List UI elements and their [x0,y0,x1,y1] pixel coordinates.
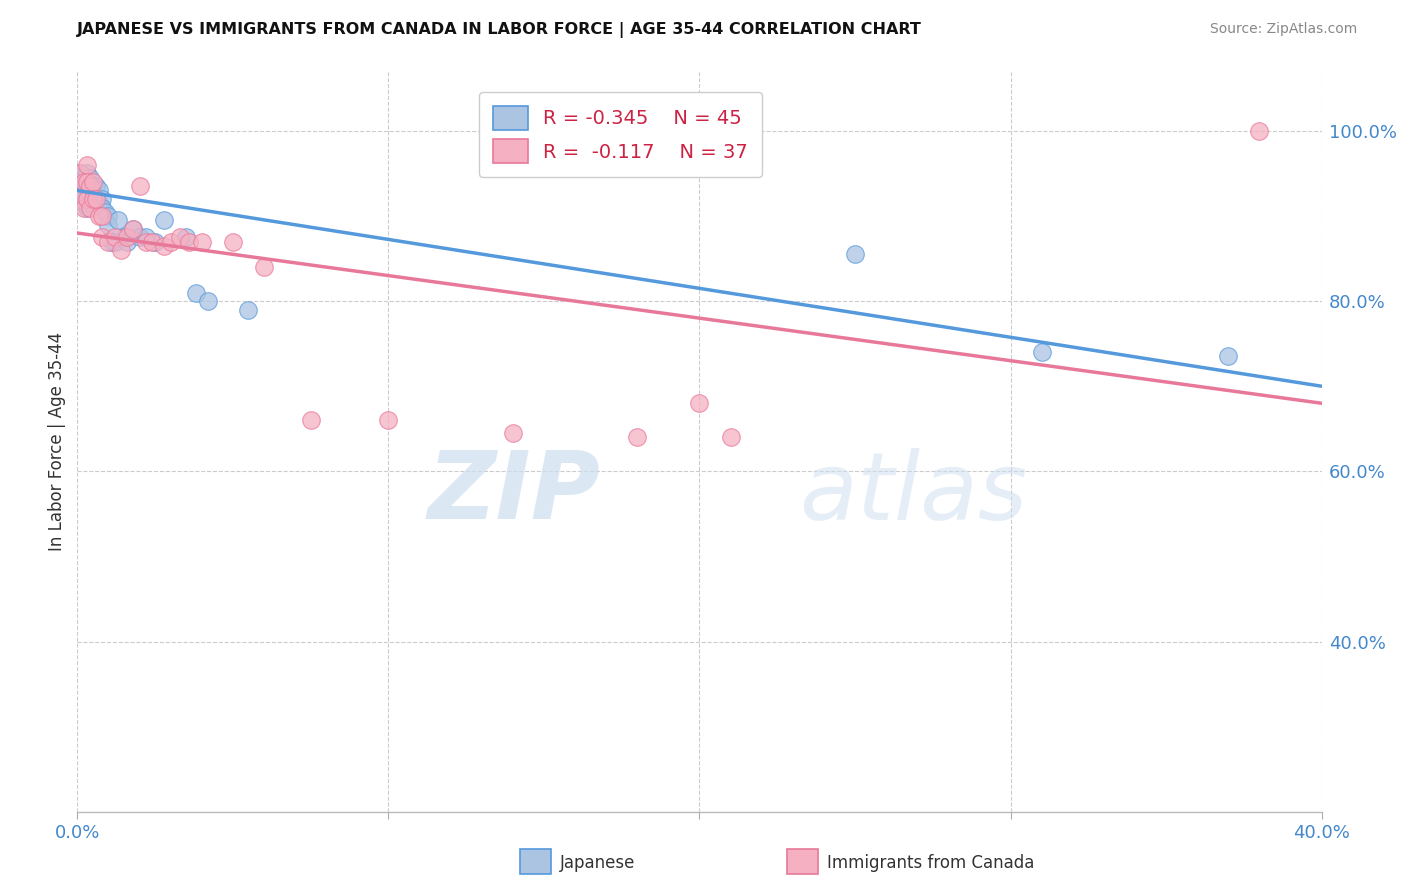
Point [82,192,104,206]
Point [76,175,98,189]
Point [76,192,98,206]
Point [115,230,138,244]
Point [115,235,138,249]
Point [72,201,94,215]
Point [69,175,91,189]
Point [69,184,91,198]
Point [79,170,101,185]
Point [79,179,101,194]
Text: JAPANESE VS IMMIGRANTS FROM CANADA IN LABOR FORCE | AGE 35-44 CORRELATION CHART: JAPANESE VS IMMIGRANTS FROM CANADA IN LA… [77,22,922,38]
Point [104,230,127,244]
Point [82,175,104,189]
Point [94,204,117,219]
Point [91,230,114,244]
Point [76,192,98,206]
Point [197,294,219,309]
Point [97,209,120,223]
Point [377,413,399,427]
Point [153,239,176,253]
Point [128,179,150,194]
Point [79,196,101,211]
Point [502,425,524,440]
Point [69,166,91,180]
Point [76,184,98,198]
Point [72,187,94,202]
Point [689,396,711,410]
Point [84,192,107,206]
Point [87,196,110,211]
Point [69,192,91,206]
Point [82,179,104,194]
Y-axis label: In Labor Force | Age 35-44: In Labor Force | Age 35-44 [48,332,66,551]
Point [79,201,101,215]
Point [76,175,98,189]
Point [135,235,157,249]
Text: Immigrants from Canada: Immigrants from Canada [827,855,1033,872]
Point [299,413,322,427]
Point [122,221,145,235]
Point [87,184,110,198]
Point [69,166,91,180]
Point [191,235,214,249]
Point [720,430,742,444]
Point [82,196,104,211]
Point [112,230,135,244]
Point [143,235,166,249]
Point [104,235,127,249]
Point [844,247,866,261]
Legend: R = -0.345    N = 45, R =  -0.117    N = 37: R = -0.345 N = 45, R = -0.117 N = 37 [479,92,762,177]
Point [72,179,94,194]
Text: Source: ZipAtlas.com: Source: ZipAtlas.com [1209,22,1357,37]
Point [238,302,260,317]
Point [141,235,163,249]
Point [1218,350,1240,364]
Point [253,260,276,274]
Text: Japanese: Japanese [560,855,636,872]
Point [1249,124,1271,138]
Point [169,230,191,244]
Point [107,213,129,227]
Point [79,187,101,202]
Point [1031,345,1053,359]
Point [100,235,122,249]
Point [72,175,94,189]
Point [87,209,110,223]
Point [84,179,107,194]
Text: ZIP: ZIP [427,448,600,540]
Point [159,235,181,249]
Point [97,235,120,249]
Point [128,230,150,244]
Point [76,201,98,215]
Point [76,158,98,172]
Point [222,235,245,249]
Point [91,209,114,223]
Point [153,213,176,227]
Point [84,192,107,206]
Point [97,218,120,232]
Point [184,285,207,300]
Point [91,192,114,206]
Point [79,179,101,194]
Point [122,221,145,235]
Point [135,230,157,244]
Point [174,230,197,244]
Point [110,243,132,257]
Point [91,201,114,215]
Point [626,430,648,444]
Point [76,166,98,180]
Point [179,235,201,249]
Point [72,196,94,211]
Point [82,187,104,202]
Point [72,170,94,185]
Text: atlas: atlas [799,448,1028,539]
